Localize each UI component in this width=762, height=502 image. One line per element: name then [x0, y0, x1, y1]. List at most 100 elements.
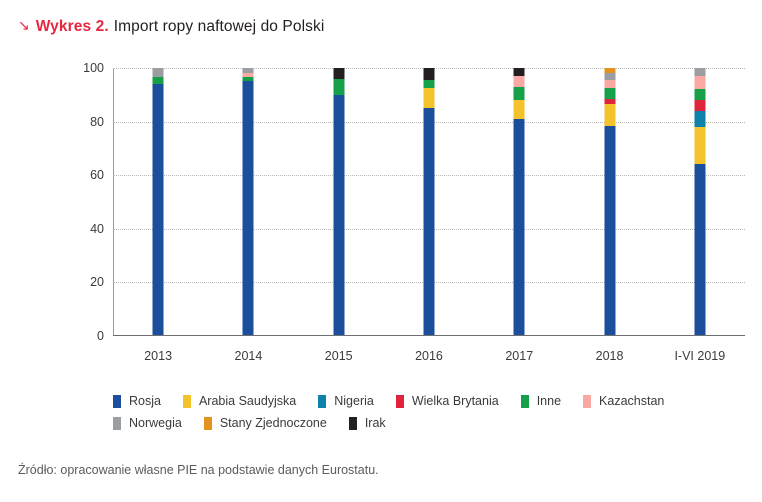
- y-axis-tick-label: 0: [97, 329, 104, 343]
- bar-segment[interactable]: [604, 68, 616, 74]
- legend-item[interactable]: Wielka Brytania: [395, 394, 499, 408]
- legend-item-label: Inne: [536, 394, 562, 408]
- legend-item-label: Arabia Saudyjska: [198, 394, 297, 408]
- chart-title-text: Import ropy naftowej do Polski: [113, 18, 325, 35]
- stacked-bar[interactable]: [513, 68, 525, 336]
- x-axis-tick-label: 2018: [595, 349, 624, 363]
- legend-item-label: Rosja: [129, 394, 161, 408]
- y-axis-tick-label: 60: [90, 168, 104, 183]
- y-axis-tick-label: 20: [90, 275, 104, 290]
- chart-title: ↘ Wykres 2. Import ropy naftowej do Pols…: [18, 18, 324, 36]
- legend-swatch-icon: [583, 394, 592, 408]
- bar-group: 2013 2014 2015 2016 2017 2018 I-VI 2019: [113, 68, 745, 363]
- legend-swatch-icon: [348, 416, 357, 430]
- plot-canvas: 0 20 40 60 80 100 2013 2014 2015 2016 2017 2018 I-V…: [83, 61, 745, 363]
- stacked-bar[interactable]: [333, 68, 345, 336]
- bar-segment[interactable]: [423, 80, 435, 89]
- bar-segment[interactable]: [513, 100, 525, 119]
- legend-item[interactable]: Rosja: [113, 394, 161, 408]
- stacked-bar[interactable]: [152, 68, 164, 336]
- chart-legend: Rosja Arabia Saudyjska Nigeria Wielka Bryta…: [113, 390, 753, 434]
- legend-item[interactable]: Arabia Saudyjska: [182, 394, 297, 408]
- bar-segment[interactable]: [694, 76, 706, 90]
- legend-row-secondary: Norwegia Stany Zjednoczone Irak: [113, 412, 753, 434]
- bar-segment[interactable]: [152, 84, 164, 336]
- legend-swatch-icon: [113, 416, 121, 430]
- legend-swatch-icon: [113, 394, 121, 408]
- bar-segment[interactable]: [513, 118, 525, 336]
- bar-segment[interactable]: [333, 94, 345, 336]
- legend-swatch-icon: [203, 416, 212, 430]
- bar-slot: 2018: [564, 68, 654, 363]
- arrow-down-right-icon: ↘: [18, 17, 30, 33]
- stacked-bar[interactable]: [242, 68, 254, 336]
- bar-segment[interactable]: [423, 68, 435, 81]
- legend-swatch-icon: [318, 394, 327, 408]
- legend-item[interactable]: Stany Zjednoczone: [203, 416, 327, 430]
- legend-item[interactable]: Nigeria: [318, 394, 374, 408]
- x-axis-tick-label: 2017: [505, 349, 534, 363]
- bar-segment[interactable]: [694, 68, 706, 77]
- bar-segment[interactable]: [513, 68, 525, 77]
- chart-title-label: Wykres 2.: [35, 18, 109, 35]
- bar-segment[interactable]: [242, 73, 254, 78]
- legend-row-primary: Rosja Arabia Saudyjska Nigeria Wielka Bryta…: [113, 390, 753, 412]
- legend-swatch-icon: [395, 394, 404, 408]
- legend-item[interactable]: Kazachstan: [583, 394, 664, 408]
- x-axis-tick-label: 2013: [144, 349, 173, 363]
- bar-segment[interactable]: [694, 110, 706, 127]
- bar-segment[interactable]: [604, 98, 616, 105]
- legend-swatch-icon: [182, 394, 191, 408]
- bar-slot: I-VI 2019: [655, 68, 745, 363]
- legend-item-label: Norwegia: [129, 416, 182, 430]
- y-axis-tick-label: 40: [90, 221, 104, 236]
- bar-segment[interactable]: [152, 77, 164, 85]
- bar-segment[interactable]: [423, 108, 435, 336]
- chart-plot-area: 0 20 40 60 80 100 2013 2014 2015 2016 2017 2018 I-V…: [0, 52, 762, 363]
- bar-segment[interactable]: [242, 68, 254, 74]
- legend-item-label: Nigeria: [334, 394, 374, 408]
- x-axis-tick-label: 2015: [324, 349, 353, 363]
- bar-slot: 2014: [203, 68, 293, 363]
- bar-segment[interactable]: [694, 100, 706, 111]
- source-note: Źródło: opracowanie własne PIE na podsta…: [18, 463, 379, 477]
- stacked-bar[interactable]: [423, 68, 435, 336]
- bar-slot: 2016: [384, 68, 474, 363]
- bar-segment[interactable]: [242, 77, 254, 82]
- y-axis-line: [113, 68, 114, 336]
- bar-segment[interactable]: [694, 126, 706, 165]
- legend-item-label: Stany Zjednoczone: [219, 416, 327, 430]
- bar-segment[interactable]: [604, 125, 616, 336]
- bar-segment[interactable]: [513, 86, 525, 101]
- bar-segment[interactable]: [333, 78, 345, 95]
- bar-segment[interactable]: [333, 68, 345, 79]
- bar-slot: 2017: [474, 68, 564, 363]
- bar-segment[interactable]: [604, 73, 616, 81]
- legend-item[interactable]: Irak: [348, 416, 386, 430]
- x-axis-tick-label: I-VI 2019: [674, 349, 726, 363]
- legend-item-label: Wielka Brytania: [411, 394, 499, 408]
- legend-swatch-icon: [520, 394, 529, 408]
- bar-segment[interactable]: [513, 76, 525, 87]
- legend-item[interactable]: Inne: [520, 394, 562, 408]
- legend-item-label: Kazachstan: [599, 394, 665, 408]
- bar-segment[interactable]: [423, 88, 435, 109]
- y-axis-tick-label: 80: [90, 114, 104, 129]
- bar-segment[interactable]: [604, 104, 616, 126]
- bar-segment[interactable]: [694, 89, 706, 101]
- stacked-bar[interactable]: [604, 68, 616, 336]
- stacked-bar[interactable]: [694, 68, 706, 336]
- y-axis-tick-label: 100: [83, 61, 104, 75]
- x-axis-line: [113, 335, 745, 336]
- bar-slot: 2015: [294, 68, 384, 363]
- bar-slot: 2013: [113, 68, 203, 363]
- x-axis-tick-label: 2016: [415, 349, 443, 363]
- legend-item-label: Irak: [364, 416, 386, 430]
- bar-segment[interactable]: [242, 81, 254, 336]
- bar-segment[interactable]: [604, 88, 616, 99]
- bar-segment[interactable]: [152, 68, 164, 78]
- legend-item[interactable]: Norwegia: [113, 416, 182, 430]
- x-axis-tick-label: 2014: [234, 349, 263, 363]
- bar-segment[interactable]: [694, 164, 706, 336]
- bar-segment[interactable]: [604, 80, 616, 89]
